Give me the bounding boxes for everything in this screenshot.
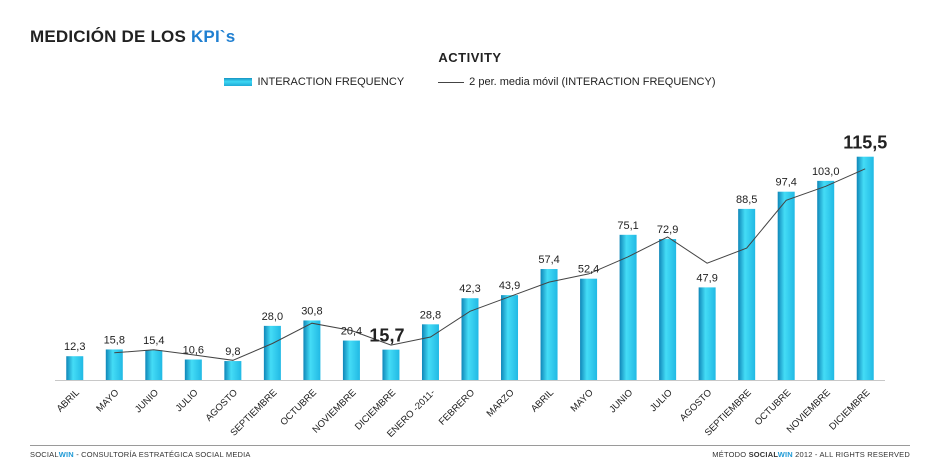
data-label: 15,8: [104, 334, 125, 346]
data-label: 57,4: [538, 254, 559, 266]
footer-left: SOCIALWIN - CONSULTORÍA ESTRATÉGICA SOCI…: [30, 450, 251, 459]
x-tick-label: MAYO: [94, 387, 121, 414]
bar: [263, 325, 281, 380]
bar: [224, 361, 242, 380]
x-tick-label: AGOSTO: [678, 387, 714, 423]
data-label: 88,5: [736, 194, 757, 206]
bar: [145, 350, 163, 380]
footer-brand-social: SOCIAL: [30, 450, 59, 459]
footer-right-method: MÉTODO: [712, 450, 749, 459]
bar: [856, 156, 874, 380]
bar: [105, 349, 123, 380]
bar: [698, 287, 716, 380]
data-label: 47,9: [696, 272, 717, 284]
bar: [184, 359, 202, 380]
data-label: 9,8: [225, 346, 240, 358]
x-tick-label: JULIO: [648, 387, 675, 414]
footer-brand-win: WIN: [58, 450, 74, 459]
data-label: 75,1: [617, 220, 638, 232]
bar: [342, 340, 360, 380]
legend-item-line: 2 per. media móvil (INTERACTION FREQUENC…: [438, 76, 716, 88]
data-label: 12,3: [64, 341, 85, 353]
bar: [540, 269, 558, 380]
x-tick-label: ABRIL: [55, 387, 82, 414]
chart-title: ACTIVITY: [438, 50, 502, 65]
bar: [501, 295, 519, 380]
bar: [777, 191, 795, 380]
series-line-moving-average: [114, 168, 866, 361]
x-tick-label: AGOSTO: [204, 387, 240, 423]
bar: [66, 356, 84, 380]
data-label: 30,8: [301, 305, 322, 317]
footer-right-text: 2012 - ALL RIGHTS RESERVED: [792, 450, 910, 459]
x-tick-label: MAYO: [569, 387, 596, 414]
bar: [303, 320, 321, 380]
x-tick-label: JULIO: [174, 387, 201, 414]
x-tick-label: JUNIO: [607, 387, 635, 415]
x-tick-label: JUNIO: [133, 387, 161, 415]
bar: [619, 234, 637, 380]
footer-left-text: - CONSULTORÍA ESTRATÉGICA SOCIAL MEDIA: [73, 450, 251, 459]
footer-right-brand-win: WIN: [777, 450, 793, 459]
page-title-accent: KPI`s: [190, 27, 236, 46]
footer: SOCIALWIN - CONSULTORÍA ESTRATÉGICA SOCI…: [30, 445, 910, 459]
data-label: 20,4: [341, 326, 362, 338]
page-title-prefix: MEDICIÓN DE LOS: [30, 27, 191, 46]
x-tick-label: ABRIL: [529, 387, 556, 414]
chart-legend: INTERACTION FREQUENCY 2 per. media móvil…: [0, 76, 940, 88]
x-tick-label: OCTUBRE: [753, 387, 794, 428]
x-tick-label: OCTUBRE: [278, 387, 319, 428]
page-title: MEDICIÓN DE LOS KPI`s: [30, 27, 235, 47]
data-label: 43,9: [499, 280, 520, 292]
data-label: 28,0: [262, 311, 283, 323]
bar: [382, 349, 400, 380]
x-tick-label: MARZO: [485, 387, 517, 419]
bar: [580, 278, 598, 380]
bar: [817, 180, 835, 380]
data-label: 15,7: [369, 326, 404, 346]
data-label: 15,4: [143, 335, 164, 347]
data-label: 52,4: [578, 264, 599, 276]
data-label: 103,0: [812, 166, 840, 178]
legend-swatch-bars: [224, 78, 253, 86]
legend-item-bars: INTERACTION FREQUENCY: [224, 76, 404, 88]
data-label: 10,6: [183, 345, 204, 357]
data-label: 115,5: [843, 133, 887, 153]
bar: [738, 208, 756, 380]
data-label: 72,9: [657, 224, 678, 236]
data-label: 42,3: [459, 283, 480, 295]
data-label: 28,8: [420, 309, 441, 321]
legend-label-line: 2 per. media móvil (INTERACTION FREQUENC…: [469, 76, 716, 88]
legend-swatch-line: [438, 81, 465, 83]
data-label: 97,4: [775, 177, 796, 189]
legend-label-bars: INTERACTION FREQUENCY: [257, 76, 405, 88]
footer-right-brand-social: SOCIAL: [748, 450, 778, 459]
chart-plot: 12,3 15,8 15,4 10,6 9,8 28,0 30,8 20,4 15,7 28,8 4…: [55, 133, 888, 440]
x-tick-label: FEBRERO: [437, 387, 477, 427]
bar: [659, 239, 677, 380]
footer-right: MÉTODO SOCIALWIN 2012 - ALL RIGHTS RESER…: [712, 450, 910, 459]
x-tick-label: DICIEMBRE: [827, 387, 872, 432]
bar: [461, 298, 479, 380]
